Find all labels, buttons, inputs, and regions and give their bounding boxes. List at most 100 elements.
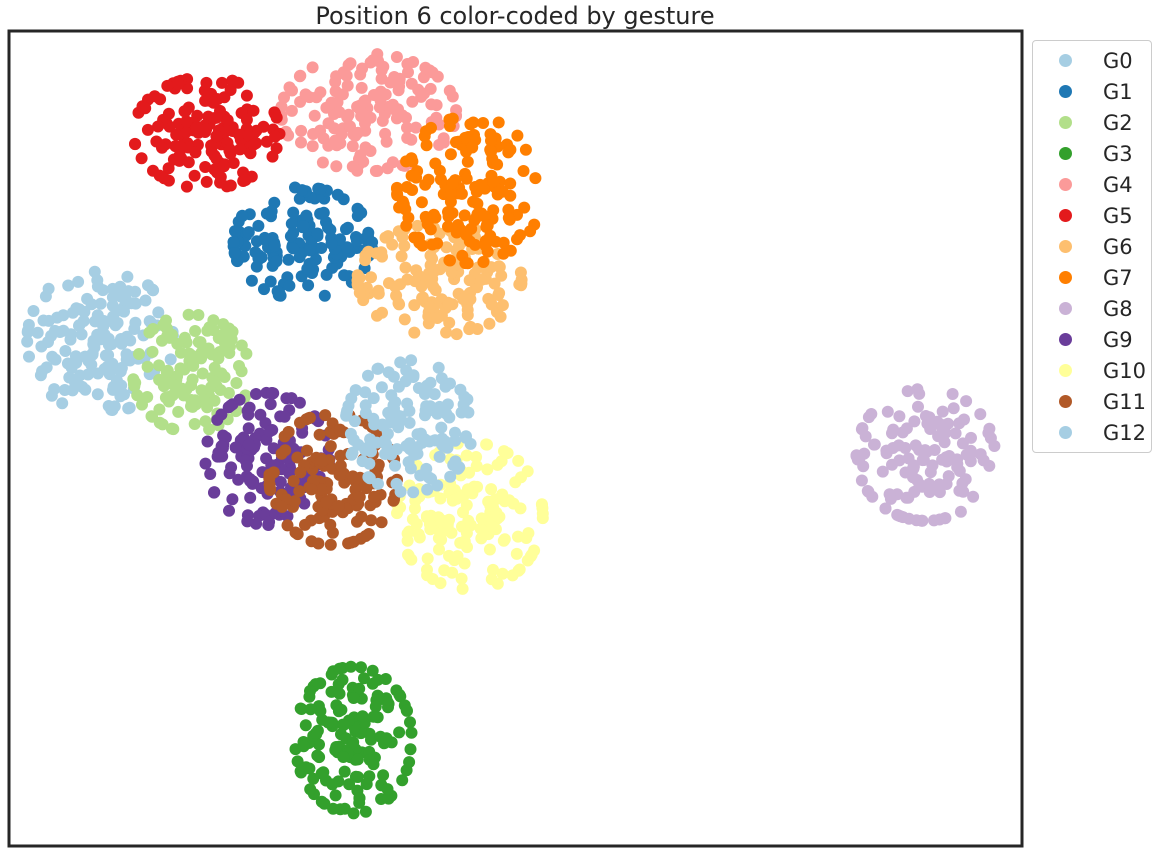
data-point [423,301,436,313]
data-point [415,196,428,209]
data-point [367,54,379,67]
data-point [278,91,290,104]
data-point [365,733,377,746]
data-point [214,384,227,396]
data-point [263,472,276,485]
data-point [535,498,548,511]
data-point [395,250,408,263]
data-point [307,772,320,785]
series-g3 [289,660,418,820]
data-point [333,662,346,675]
data-point [308,109,321,122]
data-point [186,373,199,386]
data-point [394,690,407,703]
data-point [208,394,221,407]
data-point [418,130,431,143]
legend-label: G9 [1103,327,1133,352]
data-point [409,275,421,288]
data-point [135,152,148,165]
data-point [247,104,260,117]
data-point [517,165,530,177]
data-point [303,690,316,703]
data-point [118,305,130,318]
data-point [72,275,85,288]
data-point [403,756,416,769]
data-point [173,149,186,162]
data-point [192,336,205,349]
data-point [306,61,319,74]
data-point [916,514,929,527]
data-point [240,89,253,102]
data-point [369,700,382,713]
data-point [320,268,333,281]
data-point [224,84,237,96]
data-point [57,309,70,322]
data-point [152,120,164,133]
data-point [381,783,394,796]
data-point [529,172,542,185]
data-point [23,350,35,363]
data-point [229,441,242,454]
data-point [217,160,230,173]
data-point [139,102,152,115]
data-point [306,140,319,153]
data-point [919,410,932,422]
data-point [59,345,72,357]
data-point [254,408,267,421]
data-point [424,249,437,262]
legend-item-g1: G1 [1033,76,1151,107]
data-point [404,716,416,729]
data-point [474,178,487,191]
data-point [431,70,444,83]
data-point [403,416,416,429]
data-point [242,422,255,435]
data-point [27,305,40,317]
data-point [947,402,960,415]
data-point [304,703,317,716]
data-point [983,422,996,435]
data-point [365,514,378,527]
data-point [365,271,377,284]
data-point [463,323,476,336]
data-point [123,401,136,414]
data-point [375,381,388,394]
data-point [504,177,517,190]
data-point [297,740,310,753]
data-point [229,225,241,238]
legend-marker [1059,85,1072,98]
data-point [118,388,130,401]
data-point [443,120,456,132]
data-point [861,485,874,497]
data-point [463,274,476,287]
data-point [332,500,345,512]
data-point [449,434,462,447]
data-point [420,510,433,523]
data-point [294,69,307,82]
data-point [225,461,238,474]
data-point [353,682,366,695]
legend-marker [1059,395,1072,408]
data-point [916,454,929,467]
data-point [362,246,374,259]
legend-label: G3 [1103,141,1133,166]
series-g12 [340,354,477,499]
data-point [419,210,432,223]
data-point [893,410,906,423]
data-point [371,164,384,177]
data-point [462,406,475,419]
data-point [232,76,245,89]
data-point [235,339,248,352]
data-point [283,279,296,292]
data-point [909,439,922,452]
data-point [161,79,174,92]
legend-marker [1059,116,1072,129]
data-point [242,226,255,239]
data-point [359,805,372,818]
data-point [304,244,316,257]
data-point [380,732,393,745]
data-point [314,705,327,718]
legend-label: G10 [1103,358,1146,383]
data-point [314,183,327,195]
data-point [200,123,213,136]
data-point [368,490,380,503]
